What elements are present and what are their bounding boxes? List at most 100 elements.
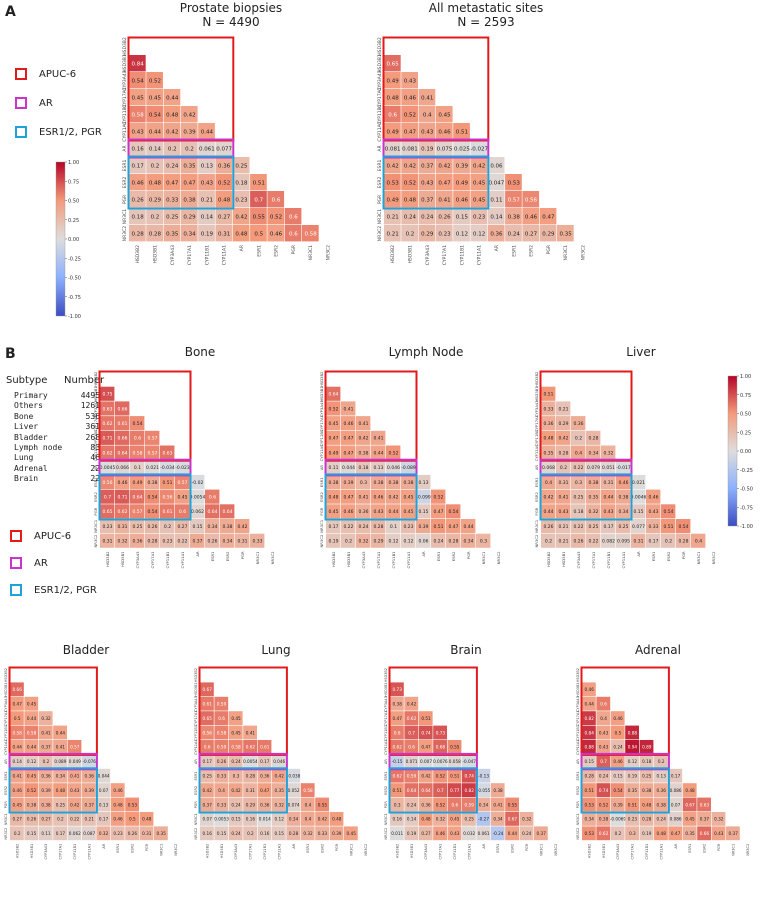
heatmap-cell-label: 0.3 <box>480 539 487 545</box>
heatmap-cell <box>146 191 163 208</box>
heatmap-cell <box>38 711 53 725</box>
heatmap-cell <box>110 826 125 841</box>
heatmap-cell <box>418 225 436 242</box>
col-label: PGR <box>240 551 245 559</box>
heatmap-cell-label: 0.6 <box>451 802 458 807</box>
heatmap-cell-label: 0.48 <box>113 802 123 807</box>
heatmap-cell <box>341 474 356 489</box>
heatmap-cell-label: 0.11 <box>41 831 51 836</box>
heatmap-cell-label: 0.6 <box>289 214 298 220</box>
row-label: NR3C2 <box>534 534 539 548</box>
subtype-count: 536 <box>85 411 100 421</box>
heatmap-cell <box>10 826 24 841</box>
colorbar-tick-label: -0.75 <box>68 295 81 301</box>
heatmap-cell-label: 0.46 <box>343 509 353 515</box>
heatmap-cell <box>697 797 711 812</box>
heatmap-cell <box>200 783 214 797</box>
heatmap-cell-label: 0.73 <box>393 687 403 692</box>
colorbar-tick-label: 0.00 <box>740 449 751 455</box>
heatmap-cell <box>180 174 198 191</box>
heatmap-cell-label: 0.29 <box>183 214 196 220</box>
heatmap-cell-label: 0.025 <box>454 146 470 152</box>
legend-swatch-esr <box>15 126 27 138</box>
row-label: NR3C1 <box>377 209 383 224</box>
heatmap-cell-label: 0.36 <box>421 802 431 807</box>
heatmap-cell <box>571 504 586 519</box>
row-label: ESR1 <box>319 477 324 487</box>
heatmap-cell <box>198 225 215 242</box>
heatmap-cell-label: 0.34 <box>479 802 489 807</box>
heatmap-cell <box>625 768 639 783</box>
heatmap-cell-label: 0.25 <box>132 524 142 530</box>
heatmap-cell <box>571 430 586 445</box>
heatmap-cell-label: 0.45 <box>347 831 357 836</box>
heatmap-cell-label: -0.034 <box>160 465 175 471</box>
heatmap-cell <box>453 225 470 242</box>
row-label: CYP11A1 <box>384 739 388 755</box>
heatmap-cell <box>160 460 175 475</box>
heatmap-cell <box>341 430 356 445</box>
col-label: ESR2 <box>451 551 456 561</box>
heatmap-cell-label: 0.0053 <box>214 817 229 822</box>
heatmap-cell <box>214 826 229 841</box>
row-label: PGR <box>319 507 324 515</box>
heatmap-cell-label: 0.36 <box>260 773 270 778</box>
apuc6-box <box>539 370 633 462</box>
heatmap-cell <box>571 416 586 431</box>
row-label: HSD3B2 <box>384 668 388 682</box>
heatmap-cell-label: 0.011 <box>391 831 403 836</box>
heatmap-cell-label: 0.43 <box>70 788 80 793</box>
row-label: CYP11B1 <box>319 429 324 447</box>
heatmap-cell <box>300 783 315 797</box>
heatmap-cell-label: 0.28 <box>678 539 688 545</box>
heatmap-cell <box>418 89 436 106</box>
heatmap-cell-label: 0.57 <box>70 745 80 750</box>
colorbar-tick-label: -0.50 <box>740 487 753 493</box>
heatmap-cell <box>384 208 401 225</box>
heatmap-cell-label: 0.38 <box>41 802 51 807</box>
heatmap-cell-label: 0.16 <box>260 831 270 836</box>
heatmap-cell-label: 0.45 <box>132 95 145 101</box>
heatmap-cell-label: 0.15 <box>585 759 595 764</box>
row-label: PGR <box>384 801 388 809</box>
heatmap-cell-label: 0.35 <box>543 450 553 456</box>
heatmap-cell <box>24 797 39 812</box>
col-label: HSD3B2 <box>546 551 551 567</box>
heatmap-cell <box>341 519 356 534</box>
row-label: CYP3A43 <box>319 400 324 418</box>
col-label: CYP17A1 <box>150 551 155 569</box>
heatmap-cell-label: 0.54 <box>613 788 623 793</box>
heatmap-cell <box>384 191 401 208</box>
heatmap-cell-label: 0.082 <box>602 539 615 545</box>
heatmap-cell-label: 0.21 <box>387 214 399 220</box>
heatmap-cell <box>433 768 447 783</box>
heatmap-cell-label: 0.28 <box>147 539 157 545</box>
heatmap-cell-label: 0.068 <box>542 465 555 471</box>
col-label: CYP17A1 <box>442 245 448 265</box>
row-label: NR3C2 <box>93 534 98 548</box>
heatmap-prostate-title: Prostate biopsies <box>179 1 283 15</box>
heatmap-cell-label: 0.59 <box>217 701 227 706</box>
heatmap-cell <box>462 797 476 812</box>
heatmap-cell-label: 0.17 <box>671 773 681 778</box>
heatmap-cell-label: 0.2 <box>57 817 64 822</box>
heatmap-cell <box>435 225 453 242</box>
heatmap-cell <box>668 812 683 826</box>
heatmap-cell <box>356 504 371 519</box>
heatmap-cell <box>129 157 146 174</box>
heatmap-cell-label: 0.077 <box>632 524 645 530</box>
heatmap-cell-label: 0.37 <box>421 163 434 169</box>
heatmap-cell-label: 0.52 <box>433 495 443 501</box>
heatmap-cell <box>146 123 163 140</box>
heatmap-cell-label: 0.37 <box>203 802 213 807</box>
heatmap-cell-label: 0.48 <box>328 495 338 501</box>
row-label: ESR1 <box>194 771 198 780</box>
col-label: HSD3B2 <box>395 844 399 858</box>
row-label: PGR <box>4 801 8 809</box>
heatmap-cell <box>582 783 596 797</box>
col-label: NR3C1 <box>349 844 353 856</box>
heatmap-cell <box>82 768 96 783</box>
heatmap-cell <box>596 740 611 754</box>
heatmap-cell <box>586 489 601 504</box>
heatmap-cell <box>200 740 214 754</box>
